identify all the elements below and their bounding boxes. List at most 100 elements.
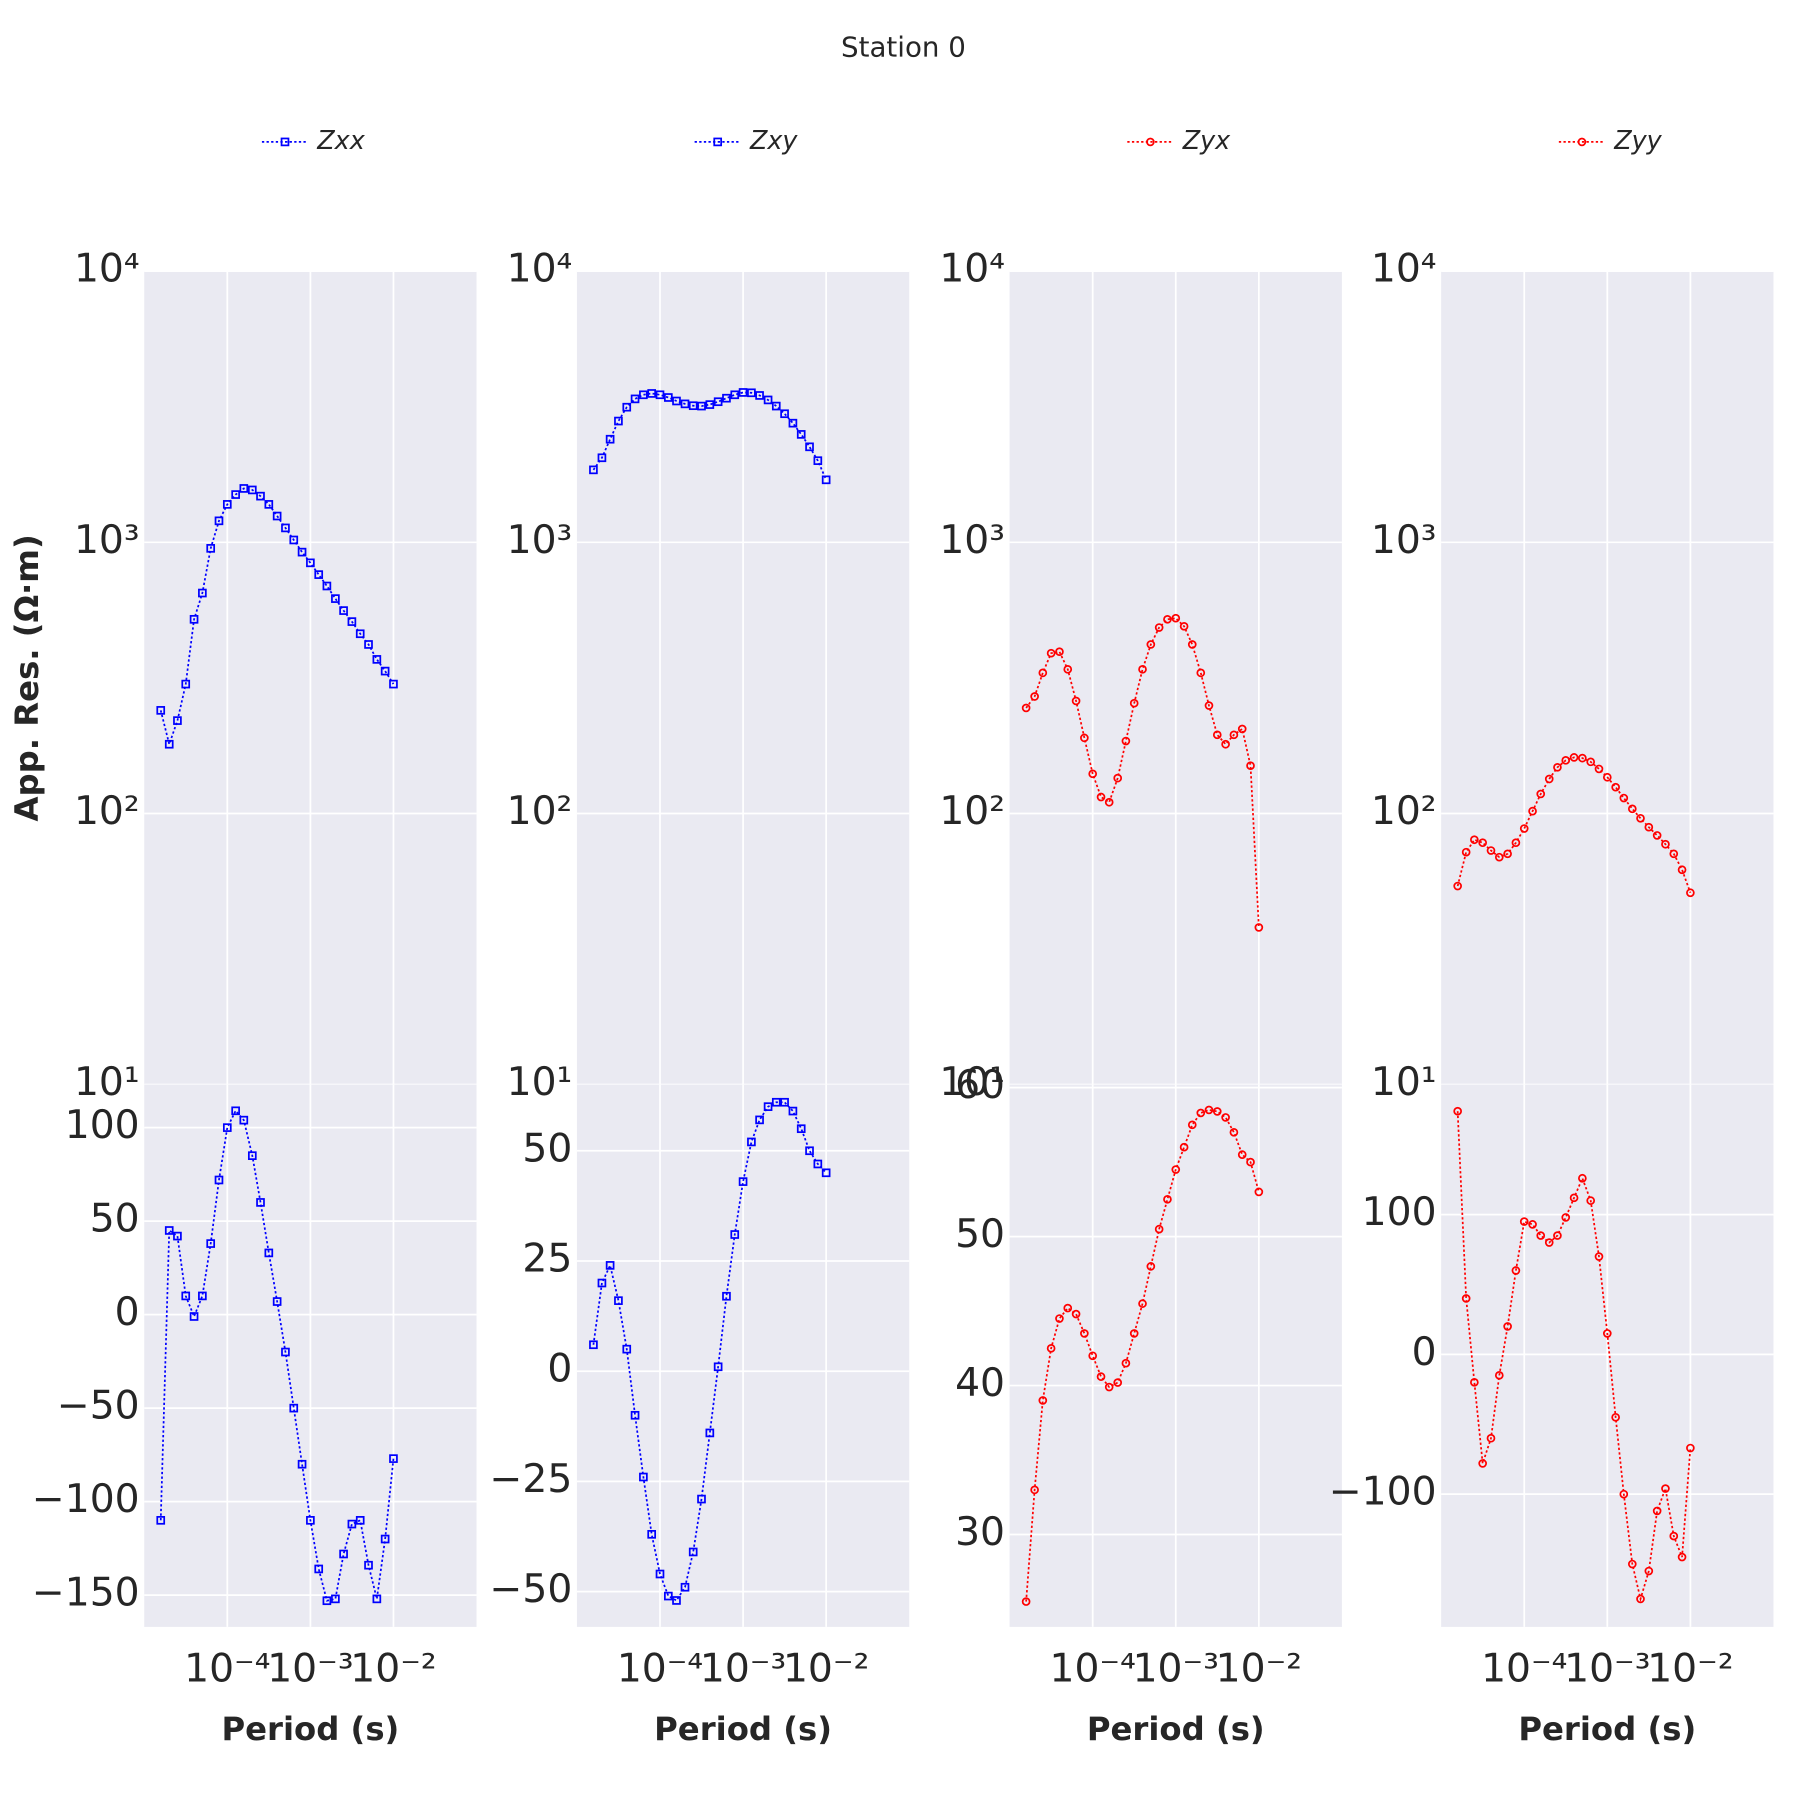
marker [1096, 1372, 1106, 1381]
marker [389, 679, 398, 689]
marker [355, 629, 365, 639]
marker [713, 397, 723, 407]
marker [688, 401, 698, 411]
y-tick-label: 10⁴ [1371, 247, 1437, 292]
marker [297, 547, 307, 557]
marker [1113, 1378, 1123, 1387]
marker [672, 1596, 681, 1605]
marker [1121, 736, 1131, 746]
marker [372, 1594, 382, 1604]
marker [164, 1226, 174, 1235]
marker [347, 617, 357, 626]
marker [1163, 614, 1172, 624]
marker [597, 1278, 607, 1288]
marker [1154, 623, 1164, 632]
marker [339, 1549, 348, 1559]
marker [730, 1230, 740, 1239]
marker [1652, 831, 1662, 840]
x-axis-label: Period (s) [221, 1710, 399, 1748]
marker [380, 1534, 390, 1544]
marker [306, 558, 315, 568]
marker [1113, 773, 1123, 783]
marker [805, 442, 814, 452]
marker [1561, 756, 1571, 765]
marker [314, 570, 324, 579]
marker [1569, 1193, 1579, 1203]
marker [1511, 1266, 1521, 1275]
marker [1229, 730, 1239, 740]
marker [1030, 692, 1039, 701]
marker [1586, 1196, 1596, 1205]
marker [821, 475, 831, 485]
marker [314, 1564, 324, 1574]
legend-label: Zxy [749, 125, 798, 155]
x-tick-label: 10⁻⁴ [1050, 1646, 1136, 1691]
y-tick-label: 10³ [1371, 518, 1437, 563]
y-tick-label: 100 [65, 1103, 140, 1148]
y-tick-label: 25 [522, 1236, 572, 1281]
y-tick-label: 10² [74, 789, 140, 834]
y-tick-label: 50 [955, 1212, 1005, 1257]
marker [1021, 703, 1031, 713]
marker [289, 1403, 299, 1413]
marker [280, 137, 290, 147]
y-tick-label: −100 [32, 1477, 140, 1522]
marker [780, 409, 789, 419]
marker [763, 395, 773, 405]
marker [1196, 668, 1206, 678]
marker [1486, 1433, 1496, 1443]
marker [1544, 774, 1554, 784]
marker [1594, 1252, 1604, 1261]
y-tick-label: 10² [1371, 789, 1437, 834]
y-tick-label: 50 [90, 1197, 140, 1242]
marker [389, 1454, 398, 1463]
marker [164, 739, 174, 749]
marker [1561, 1213, 1571, 1222]
y-tick-label: −50 [57, 1384, 140, 1429]
marker [647, 389, 657, 398]
marker [1536, 1231, 1546, 1240]
marker [256, 1198, 265, 1207]
marker [1511, 838, 1521, 848]
y-tick-label: 10² [939, 789, 1005, 834]
marker [697, 401, 706, 411]
y-tick-label: −100 [1329, 1470, 1437, 1515]
y-tick-label: 10¹ [939, 1060, 1005, 1105]
x-tick-label: 10⁻⁴ [617, 1646, 703, 1691]
marker [763, 1102, 773, 1111]
marker [771, 1097, 781, 1107]
marker [256, 491, 265, 501]
marker [713, 137, 723, 147]
y-tick-label: 40 [955, 1361, 1005, 1406]
marker [1063, 1303, 1073, 1313]
marker [1602, 1329, 1612, 1338]
marker [589, 1340, 598, 1350]
x-tick-label: 10⁻² [1647, 1646, 1733, 1691]
marker [1055, 647, 1064, 657]
marker [1212, 1107, 1222, 1116]
marker [1536, 789, 1546, 799]
marker [747, 1137, 756, 1147]
marker [264, 1248, 274, 1258]
marker [796, 1124, 806, 1134]
marker [331, 594, 340, 603]
y-tick-label: −150 [32, 1571, 140, 1616]
y-tick-label: 100 [1362, 1190, 1437, 1235]
y-axis-label: App. Res. (Ω·m) [8, 534, 46, 821]
marker [1129, 698, 1139, 708]
marker [1528, 806, 1537, 816]
marker [1494, 852, 1504, 862]
marker [339, 606, 348, 615]
marker [1146, 137, 1155, 147]
marker [1088, 769, 1098, 779]
marker [306, 1516, 315, 1525]
marker [322, 1596, 332, 1606]
y-tick-label: 60 [955, 1063, 1005, 1108]
marker [605, 434, 615, 444]
y-tick-label: 0 [547, 1347, 572, 1392]
marker [1569, 753, 1579, 762]
marker [1237, 724, 1247, 734]
figure-title: Station 0 [841, 30, 966, 63]
marker [297, 1459, 307, 1469]
marker [1478, 838, 1487, 848]
